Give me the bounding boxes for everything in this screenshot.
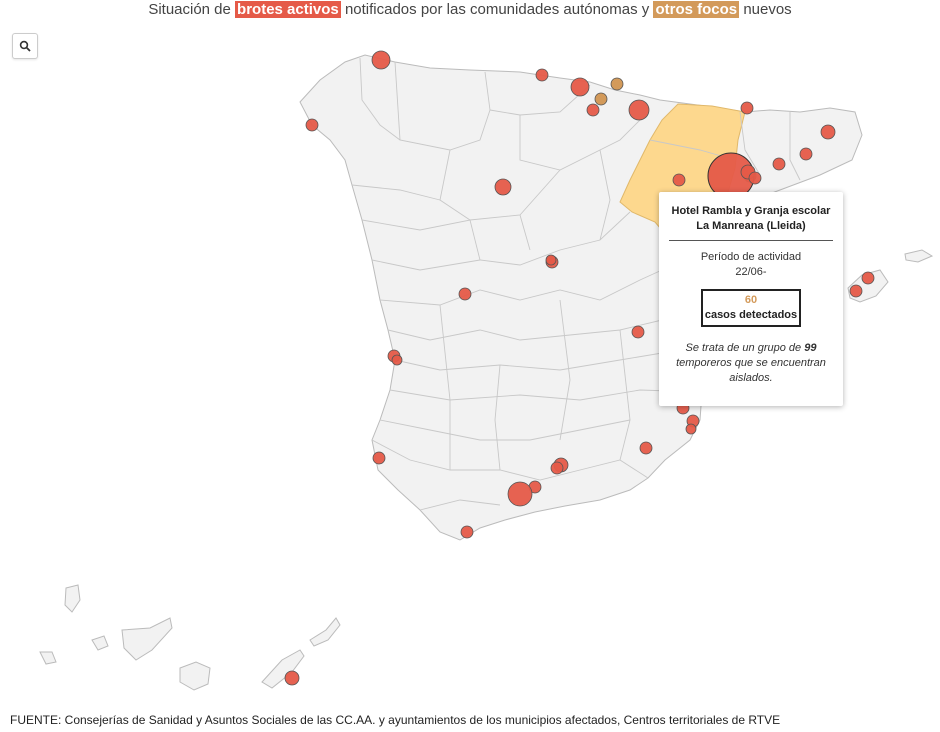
outbreak-marker[interactable] <box>748 171 762 185</box>
title-middle: notificados por las comunidades autónoma… <box>344 1 650 18</box>
tooltip-case-count: 60 <box>744 294 758 306</box>
search-icon <box>19 40 31 52</box>
tooltip-note-pre: Se trata de un grupo de <box>685 342 802 354</box>
tooltip-case-label: casos detectados <box>704 309 798 321</box>
outbreak-marker[interactable] <box>458 287 472 301</box>
title-suffix: nuevos <box>743 1 792 18</box>
outbreak-marker[interactable] <box>494 178 512 196</box>
tenerife <box>121 617 173 661</box>
tooltip-note-number: 99 <box>804 342 817 354</box>
outbreak-marker[interactable] <box>586 103 600 117</box>
outbreak-marker[interactable] <box>535 68 549 82</box>
outbreak-marker[interactable] <box>740 101 754 115</box>
outbreak-marker[interactable] <box>628 99 650 121</box>
outbreak-marker[interactable] <box>639 441 653 455</box>
outbreak-marker[interactable] <box>631 325 645 339</box>
outbreak-marker[interactable] <box>594 92 608 106</box>
la-palma <box>64 584 81 613</box>
outbreak-marker[interactable] <box>284 670 300 686</box>
la-gomera <box>91 635 109 651</box>
outbreak-marker[interactable] <box>550 461 564 475</box>
menorca <box>904 249 934 263</box>
tooltip-title: Hotel Rambla y Granja escolar La Manrean… <box>671 205 831 232</box>
legend-active-outbreaks: brotes activos <box>235 1 341 18</box>
outbreak-marker[interactable] <box>610 77 624 91</box>
map-title: Situación de brotes activos notificados … <box>0 0 940 20</box>
tooltip-divider <box>669 240 833 241</box>
outbreak-marker[interactable] <box>371 50 391 70</box>
tooltip-note: Se trata de un grupo de 99 temporeros qu… <box>671 341 831 386</box>
outbreak-marker[interactable] <box>849 284 863 298</box>
tooltip-period-label: Período de actividad <box>700 251 802 263</box>
tooltip-case-box: 60 casos detectados <box>701 289 801 327</box>
gran-canaria <box>179 661 211 691</box>
outbreak-marker[interactable] <box>861 271 875 285</box>
el-hierro <box>39 651 57 665</box>
lanzarote <box>309 617 341 647</box>
source-note: FUENTE: Consejerías de Sanidad y Asuntos… <box>10 713 781 727</box>
title-prefix: Situación de <box>148 1 231 18</box>
active-outbreak-markers <box>284 50 875 686</box>
outbreak-marker[interactable] <box>391 354 403 366</box>
fuerteventura <box>261 649 305 689</box>
outbreak-marker[interactable] <box>305 118 319 132</box>
outbreak-marker[interactable] <box>507 481 533 507</box>
outbreak-marker[interactable] <box>672 173 686 187</box>
outbreak-marker[interactable] <box>460 525 474 539</box>
province-borders <box>351 57 801 511</box>
outbreak-marker[interactable] <box>799 147 813 161</box>
search-button[interactable] <box>12 33 38 59</box>
tooltip-period: 22/06- <box>735 266 767 278</box>
outbreak-marker[interactable] <box>545 254 557 266</box>
tooltip-note-post: temporeros que se encuentran aislados. <box>676 357 826 384</box>
outbreak-tooltip: Hotel Rambla y Granja escolar La Manrean… <box>659 192 843 406</box>
outbreak-marker[interactable] <box>570 77 590 97</box>
outbreak-marker[interactable] <box>820 124 836 140</box>
outbreak-marker[interactable] <box>772 157 786 171</box>
outbreak-marker[interactable] <box>372 451 386 465</box>
outbreak-marker[interactable] <box>685 423 697 435</box>
legend-other-foci: otros focos <box>653 1 740 18</box>
